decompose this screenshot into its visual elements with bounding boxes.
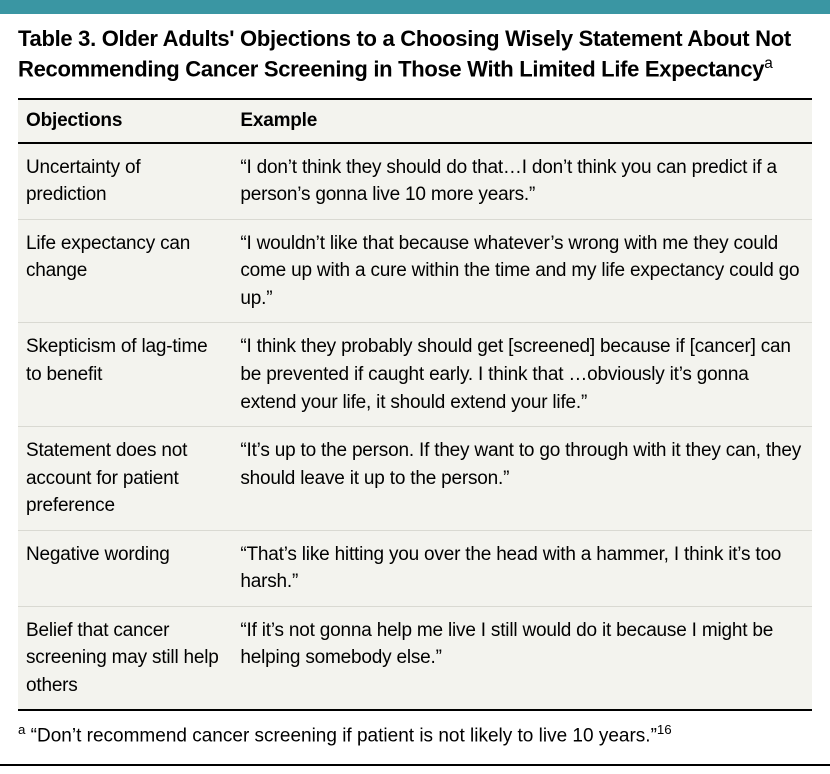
col-header-objections: Objections [18, 99, 232, 143]
objection-cell: Statement does not account for patient p… [18, 427, 232, 531]
title-footnote-marker: a [764, 55, 772, 72]
table-footnote: a “Don’t recommend cancer screening if p… [0, 711, 830, 766]
title-text: Table 3. Older Adults' Objections to a C… [18, 26, 791, 81]
table-header-row: Objections Example [18, 99, 812, 143]
table-row: Negative wording “That’s like hitting yo… [18, 530, 812, 606]
table-body: Uncertainty of prediction “I don’t think… [18, 143, 812, 711]
example-cell: “I think they probably should get [scree… [232, 323, 812, 427]
table-row: Belief that cancer screening may still h… [18, 606, 812, 710]
example-cell: “I wouldn’t like that because whatever’s… [232, 219, 812, 323]
objection-cell: Skepticism of lag-time to benefit [18, 323, 232, 427]
table-title: Table 3. Older Adults' Objections to a C… [0, 14, 830, 98]
objection-cell: Life expectancy can change [18, 219, 232, 323]
example-cell: “That’s like hitting you over the head w… [232, 530, 812, 606]
example-cell: “I don’t think they should do that…I don… [232, 143, 812, 220]
table-container: Table 3. Older Adults' Objections to a C… [0, 0, 830, 766]
top-accent-bar [0, 0, 830, 14]
table-row: Skepticism of lag-time to benefit “I thi… [18, 323, 812, 427]
table-row: Uncertainty of prediction “I don’t think… [18, 143, 812, 220]
objections-table: Objections Example Uncertainty of predic… [18, 98, 812, 712]
objection-cell: Negative wording [18, 530, 232, 606]
table-row: Statement does not account for patient p… [18, 427, 812, 531]
objection-cell: Uncertainty of prediction [18, 143, 232, 220]
example-cell: “It’s up to the person. If they want to … [232, 427, 812, 531]
objection-cell: Belief that cancer screening may still h… [18, 606, 232, 710]
footnote-text: “Don’t recommend cancer screening if pat… [25, 726, 657, 747]
table-row: Life expectancy can change “I wouldn’t l… [18, 219, 812, 323]
footnote-ref: 16 [657, 722, 672, 737]
col-header-example: Example [232, 99, 812, 143]
example-cell: “If it’s not gonna help me live I still … [232, 606, 812, 710]
